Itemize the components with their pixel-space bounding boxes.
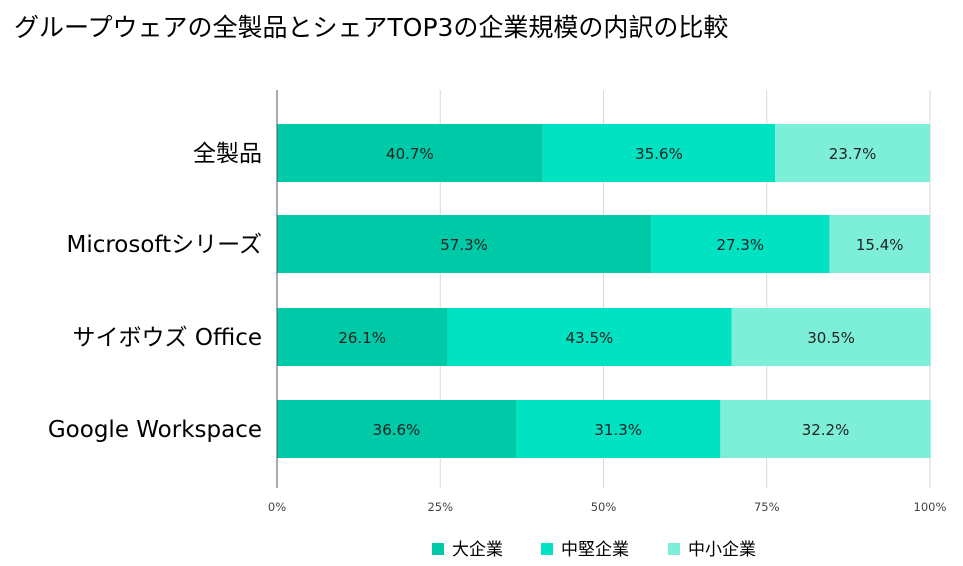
legend-swatch xyxy=(432,543,444,555)
category-label: 全製品 xyxy=(193,141,262,167)
bar-segment xyxy=(775,124,930,182)
legend-label: 中堅企業 xyxy=(561,540,629,560)
bar-segments: 40.7% 35.6% 23.7% 57.3% 27.3% 15.4% 26.1% 43.5%… xyxy=(277,124,931,458)
x-tick-label: 0% xyxy=(268,500,286,514)
bar-segment xyxy=(829,215,930,273)
bar-segment xyxy=(277,124,543,182)
bar-segment xyxy=(542,124,776,182)
x-tick-label: 75% xyxy=(754,500,780,514)
data-label: 35.6% xyxy=(635,145,683,163)
x-tick-labels: 0% 25% 50% 75% 100% xyxy=(268,500,947,514)
data-label: 30.5% xyxy=(807,329,855,347)
legend-swatch xyxy=(668,543,680,555)
data-label: 27.3% xyxy=(716,236,764,254)
x-tick-label: 50% xyxy=(591,500,617,514)
category-label: Google Workspace xyxy=(48,417,262,443)
x-tick-label: 100% xyxy=(914,500,947,514)
data-label: 15.4% xyxy=(856,236,904,254)
data-label: 40.7% xyxy=(386,145,434,163)
legend-swatch xyxy=(541,543,553,555)
chart-title: グループウェアの全製品とシェアTOP3の企業規模の内訳の比較 xyxy=(14,13,729,42)
bar-segment xyxy=(277,215,652,273)
data-label: 32.2% xyxy=(802,421,850,439)
bar-segment xyxy=(447,308,732,366)
category-label: サイボウズ Office xyxy=(73,325,262,351)
bar-segment xyxy=(720,400,931,458)
data-label: 43.5% xyxy=(566,329,614,347)
bar-segment xyxy=(651,215,830,273)
legend-label: 中小企業 xyxy=(688,540,756,560)
data-label: 57.3% xyxy=(440,236,488,254)
data-label: 36.6% xyxy=(373,421,421,439)
bar-segment xyxy=(731,308,931,366)
legend-label: 大企業 xyxy=(452,540,503,560)
data-label: 26.1% xyxy=(338,329,386,347)
x-tick-label: 25% xyxy=(427,500,453,514)
data-label: 31.3% xyxy=(594,421,642,439)
data-label: 23.7% xyxy=(829,145,877,163)
bar-segment xyxy=(515,400,721,458)
bar-segment xyxy=(277,400,516,458)
category-label: Microsoftシリーズ xyxy=(66,232,262,258)
bar-segment xyxy=(277,308,448,366)
legend: 大企業 中堅企業 中小企業 xyxy=(432,540,756,560)
